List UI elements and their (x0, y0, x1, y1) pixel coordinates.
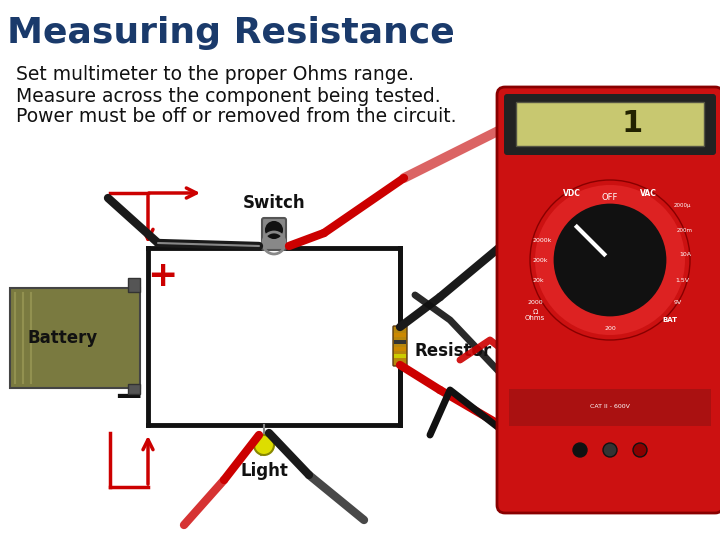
Text: Power must be off or removed from the circuit.: Power must be off or removed from the ci… (16, 107, 456, 126)
Text: Battery: Battery (28, 329, 98, 347)
Bar (128, 384, 140, 394)
Text: 1.5V: 1.5V (675, 278, 689, 282)
Text: Light: Light (240, 462, 288, 480)
Text: 200: 200 (604, 326, 616, 330)
FancyBboxPatch shape (393, 326, 407, 366)
Circle shape (573, 443, 587, 457)
Text: Switch: Switch (243, 194, 305, 212)
Text: OFF: OFF (602, 193, 618, 202)
Bar (394, 340, 406, 344)
Circle shape (254, 435, 274, 455)
FancyBboxPatch shape (497, 87, 720, 513)
Text: 2000μ: 2000μ (673, 202, 690, 207)
Text: 10A: 10A (679, 253, 691, 258)
Text: 200k: 200k (532, 258, 548, 262)
FancyBboxPatch shape (516, 102, 704, 146)
Circle shape (555, 205, 665, 315)
Text: 2000: 2000 (527, 300, 543, 305)
Text: 2000k: 2000k (532, 238, 552, 242)
Text: VDC: VDC (563, 190, 581, 199)
Text: CAT II - 600V: CAT II - 600V (590, 404, 630, 409)
Bar (128, 278, 140, 292)
Text: 20k: 20k (532, 278, 544, 282)
Circle shape (530, 180, 690, 340)
Text: 9V: 9V (674, 300, 682, 305)
Text: Ω
Ohms: Ω Ohms (525, 308, 545, 321)
Text: BAT: BAT (662, 317, 678, 323)
FancyBboxPatch shape (262, 218, 286, 250)
Text: Set multimeter to the proper Ohms range.: Set multimeter to the proper Ohms range. (16, 65, 414, 84)
FancyBboxPatch shape (509, 389, 711, 426)
Text: 200m: 200m (677, 227, 693, 233)
Text: Measure across the component being tested.: Measure across the component being teste… (16, 86, 441, 105)
FancyBboxPatch shape (10, 288, 140, 388)
Circle shape (603, 443, 617, 457)
Text: Resistor: Resistor (415, 342, 492, 360)
Bar (394, 347, 406, 351)
Text: +: + (147, 259, 177, 293)
Circle shape (535, 185, 685, 335)
Circle shape (633, 443, 647, 457)
Bar (394, 354, 406, 358)
Text: −: − (113, 380, 143, 414)
Bar (394, 333, 406, 337)
FancyBboxPatch shape (504, 94, 716, 155)
Text: Measuring Resistance: Measuring Resistance (7, 16, 455, 50)
Text: 1: 1 (621, 110, 643, 138)
Text: VAC: VAC (639, 190, 657, 199)
Circle shape (266, 222, 282, 238)
